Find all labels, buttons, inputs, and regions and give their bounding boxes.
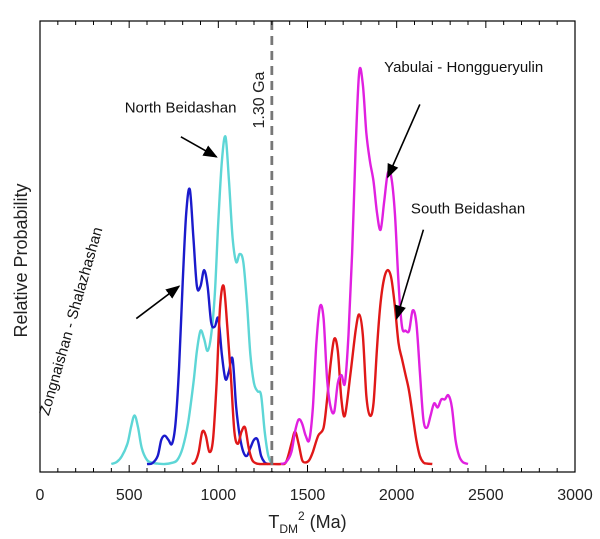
- annotation-north-beidashan: North Beidashan: [125, 100, 237, 117]
- y-axis-title: Relative Probability: [11, 183, 31, 337]
- annotation-south-beidashan: South Beidashan: [411, 201, 525, 218]
- annotation-yabulai-honggueryulin: Yabulai - Honggueryulin: [384, 59, 543, 76]
- x-tick-label: 1000: [201, 487, 237, 504]
- x-tick-label: 0: [36, 487, 45, 504]
- axis-titles-layer: TDM2 (Ma) Relative Probability: [11, 183, 347, 536]
- reference-line-label: 1.30 Ga: [251, 71, 268, 128]
- x-tick-label: 3000: [557, 487, 593, 504]
- reference-line-layer: 1.30 Ga: [251, 21, 274, 472]
- x-tick-label: 500: [116, 487, 143, 504]
- series-line-yabulai-honggueryulin-3: [280, 66, 469, 466]
- series-line-unlabeled-2: [191, 268, 433, 466]
- annotation-arrow-yabulai-honggueryulin: [387, 104, 421, 179]
- x-axis-title-unit: (Ma): [305, 512, 347, 532]
- plot-frame: [39, 20, 576, 473]
- annotation-arrow-north-beidashan: [180, 136, 218, 158]
- x-tick-label: 2000: [379, 487, 415, 504]
- annotation-arrow-south-beidashan: [394, 229, 425, 320]
- plot-frame-layer: [39, 20, 576, 473]
- ticks-layer: [39, 21, 576, 472]
- x-tick-label: 1500: [290, 487, 326, 504]
- annotation-zongnaishan-shalazhashan: Zongnaishan - Shalazhashan: [36, 225, 106, 417]
- series-line-north-beidashan-0: [110, 135, 273, 466]
- x-axis-title-superscript: 2: [298, 509, 305, 523]
- tick-labels-layer: 0 500 1000 1500 2000 2500 3000: [36, 487, 593, 504]
- curves-layer: [110, 66, 469, 466]
- annotations-layer: North Beidashan Zongnaishan - Shalazhasha…: [36, 59, 543, 417]
- x-axis-title-subscript: DM: [279, 522, 298, 536]
- x-axis-title: TDM2 (Ma): [268, 509, 346, 536]
- series-line-zongnaishan-shalazhashan-1: [146, 187, 269, 466]
- annotation-arrow-zongnaishan-shalazhashan: [135, 285, 181, 320]
- x-axis-title-main: T: [268, 512, 279, 532]
- x-tick-label: 2500: [468, 487, 504, 504]
